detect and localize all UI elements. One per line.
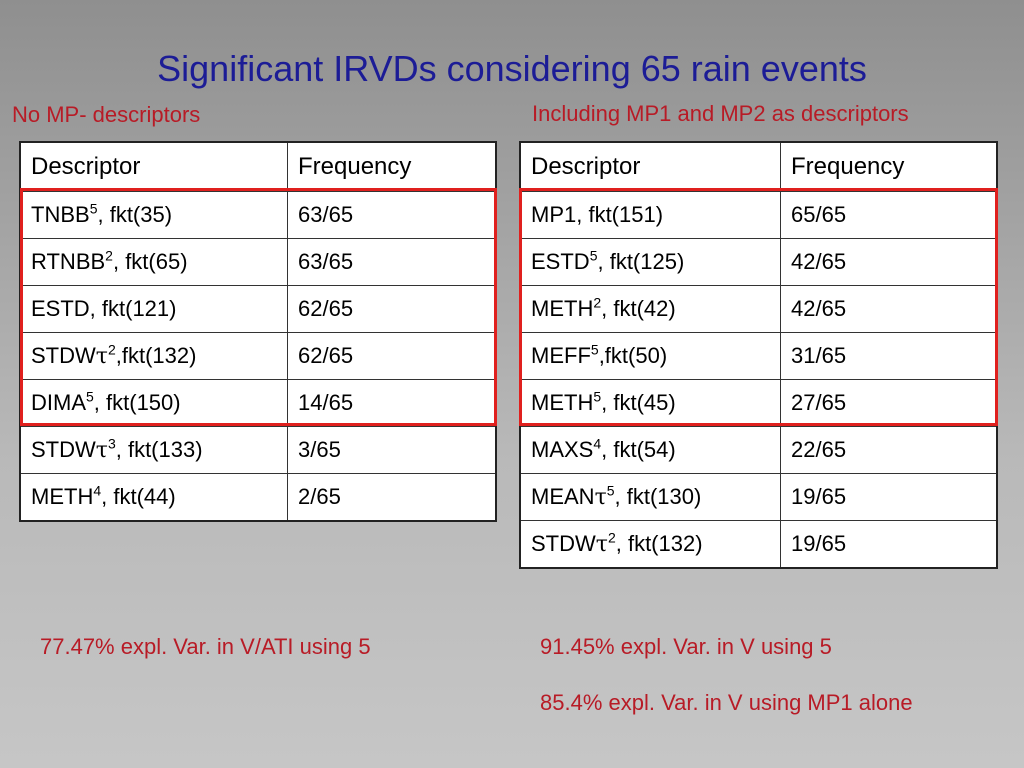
table-row: TNBB5, fkt(35) 63/65 xyxy=(19,191,497,239)
left-subheading: No MP- descriptors xyxy=(12,102,201,127)
right-variance-note-2: 85.4% expl. Var. in V using MP1 alone xyxy=(540,690,913,715)
table-row: METH5, fkt(45) 27/65 xyxy=(519,379,998,427)
frequency-cell: 27/65 xyxy=(780,379,998,427)
table-header-row: Descriptor Frequency xyxy=(519,141,998,192)
descriptor-cell: METH2, fkt(42) xyxy=(519,285,781,333)
table-row: STDWτ2, fkt(132) 19/65 xyxy=(519,520,998,569)
frequency-cell: 19/65 xyxy=(780,520,998,569)
descriptor-cell: DIMA5, fkt(150) xyxy=(19,379,288,427)
descriptor-cell: STDWτ3, fkt(133) xyxy=(19,426,288,474)
table-row: MEANτ5, fkt(130) 19/65 xyxy=(519,473,998,521)
frequency-cell: 63/65 xyxy=(287,238,497,286)
header-descriptor: Descriptor xyxy=(19,141,288,192)
slide-title: Significant IRVDs considering 65 rain ev… xyxy=(157,48,867,89)
table-row: ESTD5, fkt(125) 42/65 xyxy=(519,238,998,286)
descriptor-cell: METH4, fkt(44) xyxy=(19,473,288,522)
frequency-cell: 63/65 xyxy=(287,191,497,239)
frequency-cell: 2/65 xyxy=(287,473,497,522)
table-row: MP1, fkt(151) 65/65 xyxy=(519,191,998,239)
descriptor-cell: TNBB5, fkt(35) xyxy=(19,191,288,239)
table-header-row: Descriptor Frequency xyxy=(19,141,497,192)
frequency-cell: 3/65 xyxy=(287,426,497,474)
descriptor-cell: MP1, fkt(151) xyxy=(519,191,781,239)
table-row: METH2, fkt(42) 42/65 xyxy=(519,285,998,333)
frequency-cell: 42/65 xyxy=(780,285,998,333)
descriptor-cell: MEFF5,fkt(50) xyxy=(519,332,781,380)
header-descriptor: Descriptor xyxy=(519,141,781,192)
table-row: MEFF5,fkt(50) 31/65 xyxy=(519,332,998,380)
descriptor-cell: ESTD5, fkt(125) xyxy=(519,238,781,286)
descriptor-cell: RTNBB2, fkt(65) xyxy=(19,238,288,286)
right-subheading: Including MP1 and MP2 as descriptors xyxy=(532,101,909,126)
descriptor-cell: MEANτ5, fkt(130) xyxy=(519,473,781,521)
table-row: STDWτ3, fkt(133) 3/65 xyxy=(19,426,497,474)
right-descriptor-table: Descriptor Frequency MP1, fkt(151) 65/65… xyxy=(519,141,998,569)
frequency-cell: 62/65 xyxy=(287,285,497,333)
right-variance-note-1: 91.45% expl. Var. in V using 5 xyxy=(540,634,832,659)
descriptor-cell: STDWτ2,fkt(132) xyxy=(19,332,288,380)
table-row: METH4, fkt(44) 2/65 xyxy=(19,473,497,522)
header-frequency: Frequency xyxy=(287,141,497,192)
left-variance-note: 77.47% expl. Var. in V/ATI using 5 xyxy=(40,634,371,659)
descriptor-cell: ESTD, fkt(121) xyxy=(19,285,288,333)
table-row: DIMA5, fkt(150) 14/65 xyxy=(19,379,497,427)
frequency-cell: 14/65 xyxy=(287,379,497,427)
descriptor-cell: MAXS4, fkt(54) xyxy=(519,426,781,474)
table-row: MAXS4, fkt(54) 22/65 xyxy=(519,426,998,474)
frequency-cell: 62/65 xyxy=(287,332,497,380)
frequency-cell: 31/65 xyxy=(780,332,998,380)
frequency-cell: 19/65 xyxy=(780,473,998,521)
descriptor-cell: METH5, fkt(45) xyxy=(519,379,781,427)
frequency-cell: 42/65 xyxy=(780,238,998,286)
table-row: STDWτ2,fkt(132) 62/65 xyxy=(19,332,497,380)
header-frequency: Frequency xyxy=(780,141,998,192)
table-row: RTNBB2, fkt(65) 63/65 xyxy=(19,238,497,286)
left-descriptor-table: Descriptor Frequency TNBB5, fkt(35) 63/6… xyxy=(19,141,497,522)
frequency-cell: 65/65 xyxy=(780,191,998,239)
frequency-cell: 22/65 xyxy=(780,426,998,474)
table-row: ESTD, fkt(121) 62/65 xyxy=(19,285,497,333)
descriptor-cell: STDWτ2, fkt(132) xyxy=(519,520,781,569)
